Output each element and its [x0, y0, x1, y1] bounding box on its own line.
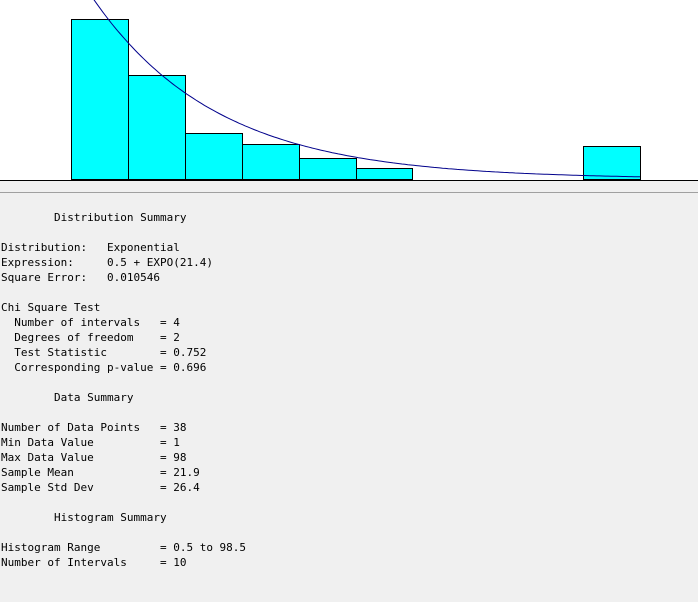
num-intervals-label: Number of Intervals — [1, 556, 127, 569]
chi-square-title-line: Chi Square Test — [1, 301, 101, 314]
max-label: Max Data Value — [1, 451, 94, 464]
dof-value: 2 — [173, 331, 180, 344]
range-label: Histogram Range — [1, 541, 101, 554]
square-error-line: Square Error: 0.010546 — [1, 270, 698, 285]
points-line: Number of Data Points = 38 — [1, 421, 187, 434]
points-value: 38 — [173, 421, 187, 434]
dof-label: Degrees of freedom — [14, 331, 134, 344]
distribution-line: Distribution: Exponential — [1, 240, 698, 255]
intervals-value: 4 — [173, 316, 180, 329]
histogram-summary-title-line: Histogram Summary — [53, 511, 167, 524]
dof-line: Degrees of freedom = 2 — [14, 331, 180, 344]
square-error-value: 0.010546 — [106, 271, 160, 284]
max-value: 98 — [173, 451, 187, 464]
test-stat-value: 0.752 — [173, 346, 207, 359]
pvalue-value: 0.696 — [173, 361, 207, 374]
fitted-exponential-curve — [93, 0, 641, 178]
histogram-chart — [0, 0, 698, 180]
num-intervals-line: Number of Intervals = 10 — [1, 556, 187, 569]
mean-label: Sample Mean — [1, 466, 74, 479]
histogram-bar-3 — [185, 133, 243, 180]
test-stat-line: Test Statistic = 0.752 — [14, 346, 207, 359]
report-text: Distribution Summary​Distribution: Expon… — [0, 193, 698, 570]
histogram-bar-2 — [128, 75, 186, 180]
histogram-bar-10 — [583, 146, 641, 180]
intervals-line: Number of intervals = 4 — [14, 316, 180, 329]
distribution-value: Exponential — [106, 241, 180, 254]
histogram-bar-5 — [299, 158, 357, 180]
histogram-bar-6 — [356, 168, 413, 180]
expression-line: Expression: 0.5 + EXPO(21.4) — [1, 255, 698, 270]
min-line: Min Data Value = 1 — [1, 436, 180, 449]
data-summary-title-line: Data Summary — [53, 391, 134, 404]
points-label: Number of Data Points — [1, 421, 141, 434]
dist-summary-title-line: Distribution Summary — [53, 211, 187, 224]
histogram-bar-1 — [71, 19, 129, 180]
range-value: 0.5 to 98.5 — [173, 541, 247, 554]
histogram-bar-4 — [242, 144, 300, 180]
pvalue-label: Corresponding p-value — [14, 361, 154, 374]
pane-splitter[interactable] — [0, 180, 698, 193]
max-line: Max Data Value = 98 — [1, 451, 187, 464]
min-value: 1 — [173, 436, 180, 449]
histogram-svg — [71, 0, 641, 180]
test-stat-label: Test Statistic — [14, 346, 107, 359]
std-value: 26.4 — [173, 481, 200, 494]
mean-value: 21.9 — [173, 466, 200, 479]
num-intervals-value: 10 — [173, 556, 187, 569]
square-error-label: Square Error: — [1, 271, 88, 284]
intervals-label: Number of intervals — [14, 316, 141, 329]
pvalue-line: Corresponding p-value = 0.696 — [14, 361, 207, 374]
report-panel: Distribution Summary​Distribution: Expon… — [0, 193, 698, 602]
std-label: Sample Std Dev — [1, 481, 94, 494]
expression-label: Expression: — [1, 256, 74, 269]
std-line: Sample Std Dev = 26.4 — [1, 481, 200, 494]
expression-value: 0.5 + EXPO(21.4) — [106, 256, 213, 269]
range-line: Histogram Range = 0.5 to 98.5 — [1, 541, 247, 554]
mean-line: Sample Mean = 21.9 — [1, 466, 200, 479]
distribution-label: Distribution: — [1, 241, 88, 254]
min-label: Min Data Value — [1, 436, 94, 449]
